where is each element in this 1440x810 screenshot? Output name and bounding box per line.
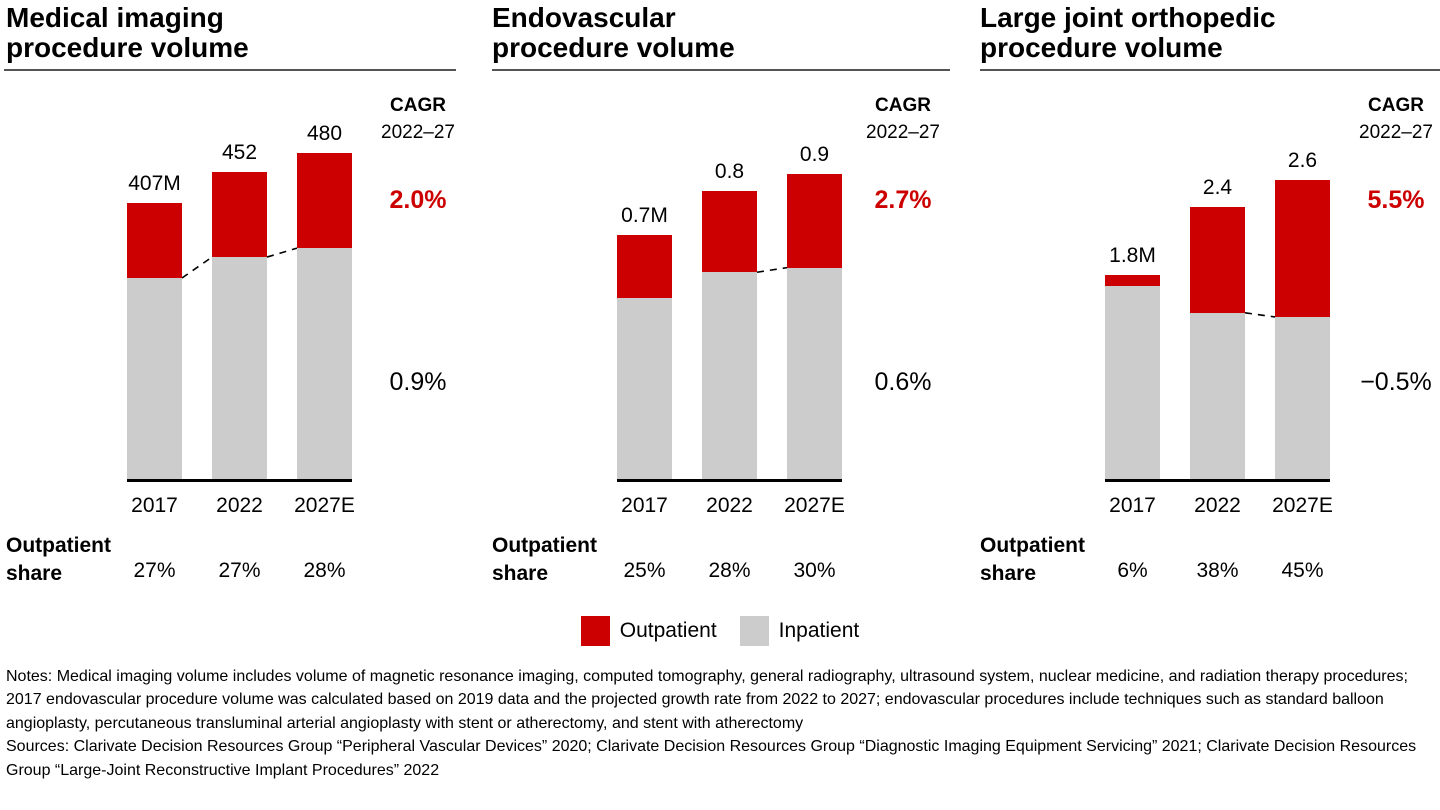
bar-segment-outpatient — [787, 174, 842, 268]
outpatient-share-value: 38% — [1196, 559, 1239, 582]
outpatient-share-row-label: Outpatient share — [980, 534, 1085, 585]
dash-connector-line — [756, 266, 788, 274]
bar-segment-outpatient — [1275, 180, 1330, 317]
bar-segment-inpatient — [212, 257, 267, 481]
cagr-header-line2: 2022–27 — [1359, 122, 1433, 143]
x-axis-tick-label: 2022 — [216, 494, 263, 517]
panel-title-rule — [4, 69, 456, 71]
legend-item-outpatient: Outpatient — [580, 616, 717, 646]
cagr-value-inpatient: −0.5% — [1360, 368, 1432, 396]
x-axis-tick-label: 2017 — [1109, 494, 1156, 517]
bar-segment-inpatient — [127, 277, 182, 481]
bar-total-label: 1.8M — [1109, 244, 1156, 267]
footnotes: Notes: Medical imaging volume includes v… — [6, 665, 1436, 782]
cagr-value-outpatient: 2.0% — [389, 186, 447, 214]
outpatient-share-value: 28% — [303, 559, 346, 582]
bar-segment-outpatient — [127, 202, 182, 278]
cagr-header: CAGR 2022–27 — [1359, 92, 1433, 146]
bar-segment-inpatient — [1275, 316, 1330, 481]
x-axis-tick-label: 2017 — [131, 494, 178, 517]
bar-total-label: 0.7M — [621, 204, 668, 228]
bar-segment-inpatient — [1190, 312, 1245, 481]
cagr-value-outpatient: 2.7% — [874, 186, 932, 214]
sources-text: Sources: Clarivate Decision Resources Gr… — [6, 738, 1417, 779]
dash-connector-line — [266, 247, 298, 258]
bar-total-label: 0.9 — [799, 143, 830, 166]
x-axis-line — [617, 479, 842, 482]
cagr-value-inpatient: 0.9% — [389, 368, 447, 396]
bar-segment-inpatient — [787, 267, 842, 481]
x-axis-tick-label: 2022 — [706, 494, 753, 517]
bar-total-label: 0.8 — [714, 160, 745, 184]
cagr-header-line2: 2022–27 — [866, 122, 940, 143]
x-axis-tick-label: 2027E — [784, 494, 845, 517]
panel-title: Medical imaging procedure volume — [6, 2, 249, 63]
bar-total-label: 2.6 — [1287, 149, 1318, 172]
outpatient-share-value: 27% — [133, 559, 176, 582]
outpatient-share-row-label: Outpatient share — [6, 534, 111, 585]
outpatient-share-value: 27% — [218, 559, 261, 582]
bar-segment-outpatient — [1190, 207, 1245, 313]
outpatient-share-value: 25% — [623, 559, 666, 582]
x-axis-line — [1105, 479, 1330, 482]
bar-total-label: 407M — [128, 171, 181, 195]
x-axis-tick-label: 2027E — [1272, 494, 1333, 517]
bar-total-label: 480 — [306, 122, 343, 145]
bar-segment-outpatient — [1105, 275, 1160, 287]
cagr-value-inpatient: 0.6% — [874, 368, 932, 396]
panel-title-rule — [492, 69, 950, 71]
x-axis-tick-label: 2017 — [621, 494, 668, 517]
bar-segment-outpatient — [297, 153, 352, 249]
bar-segment-outpatient — [212, 172, 267, 258]
outpatient-share-value: 28% — [708, 559, 751, 582]
cagr-value-outpatient: 5.5% — [1367, 186, 1425, 214]
cagr-header: CAGR 2022–27 — [381, 92, 455, 146]
notes-text: Notes: Medical imaging volume includes v… — [6, 668, 1408, 732]
outpatient-share-row-label: Outpatient share — [492, 534, 597, 585]
legend: Outpatient Inpatient — [0, 616, 1440, 646]
dash-connector-line — [1244, 311, 1276, 318]
cagr-header-line1: CAGR — [390, 95, 446, 116]
cagr-header-line1: CAGR — [875, 95, 931, 116]
bar-segment-inpatient — [297, 248, 352, 481]
dash-connector-line — [181, 256, 213, 279]
panel-title-rule — [980, 69, 1440, 71]
outpatient-share-value: 6% — [1117, 559, 1148, 582]
legend-label-inpatient: Inpatient — [778, 619, 860, 642]
bar-segment-inpatient — [1105, 286, 1160, 481]
cagr-header-line2: 2022–27 — [381, 122, 455, 143]
cagr-header: CAGR 2022–27 — [866, 92, 940, 146]
outpatient-share-value: 45% — [1281, 559, 1324, 582]
bar-segment-outpatient — [617, 235, 672, 299]
x-axis-tick-label: 2027E — [294, 494, 355, 517]
bar-segment-inpatient — [702, 272, 757, 481]
bar-total-label: 2.4 — [1202, 176, 1233, 200]
cagr-header-line1: CAGR — [1368, 95, 1424, 116]
legend-label-outpatient: Outpatient — [619, 619, 717, 642]
outpatient-share-value: 30% — [793, 559, 836, 582]
panel-title: Large joint orthopedic procedure volume — [980, 2, 1276, 63]
bar-segment-inpatient — [617, 298, 672, 481]
bar-total-label: 452 — [221, 141, 258, 165]
x-axis-line — [127, 479, 352, 482]
x-axis-tick-label: 2022 — [1194, 494, 1241, 517]
panel-title: Endovascular procedure volume — [492, 2, 735, 63]
bar-segment-outpatient — [702, 191, 757, 273]
inpatient-swatch-icon — [739, 616, 769, 646]
outpatient-swatch-icon — [580, 616, 610, 646]
legend-item-inpatient: Inpatient — [739, 616, 860, 646]
